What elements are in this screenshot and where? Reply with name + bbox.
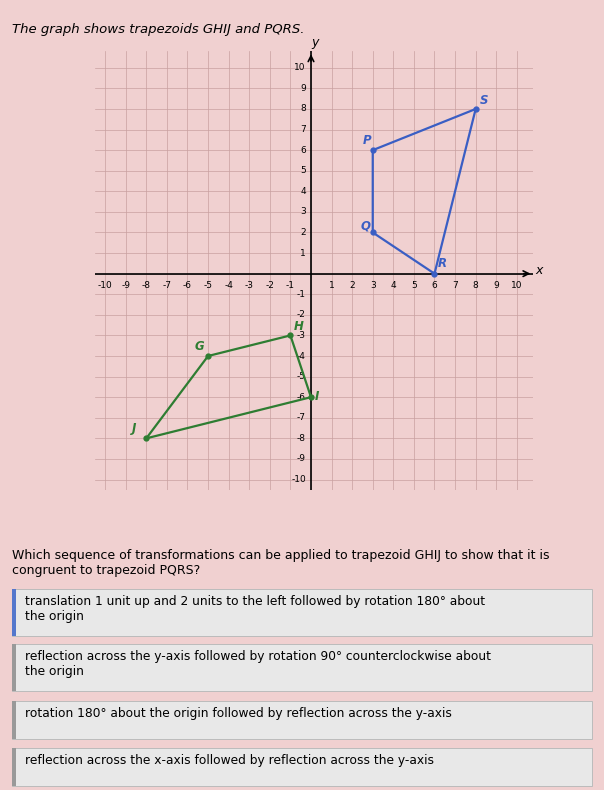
Text: 2: 2 <box>300 228 306 237</box>
Text: -2: -2 <box>297 310 306 319</box>
Text: 3: 3 <box>300 208 306 216</box>
Text: -4: -4 <box>297 352 306 360</box>
Text: 5: 5 <box>411 281 417 290</box>
Text: rotation 180° about the origin followed by reflection across the y-axis: rotation 180° about the origin followed … <box>25 707 452 720</box>
Text: S: S <box>480 94 488 107</box>
Text: x: x <box>535 264 543 277</box>
Text: 7: 7 <box>452 281 458 290</box>
Text: 10: 10 <box>511 281 522 290</box>
Text: -10: -10 <box>98 281 112 290</box>
Text: H: H <box>294 320 303 333</box>
Text: Which sequence of transformations can be applied to trapezoid GHIJ to show that : Which sequence of transformations can be… <box>12 549 550 577</box>
Text: -1: -1 <box>297 290 306 299</box>
Text: reflection across the y-axis followed by rotation 90° counterclockwise about
the: reflection across the y-axis followed by… <box>25 650 492 678</box>
Text: 9: 9 <box>493 281 499 290</box>
Text: 1: 1 <box>300 249 306 258</box>
Text: 4: 4 <box>391 281 396 290</box>
Text: 8: 8 <box>473 281 478 290</box>
Text: I: I <box>315 390 320 403</box>
Text: 6: 6 <box>432 281 437 290</box>
Text: G: G <box>194 340 204 353</box>
Text: -9: -9 <box>121 281 130 290</box>
Text: -6: -6 <box>183 281 192 290</box>
Text: 7: 7 <box>300 125 306 134</box>
Text: reflection across the x-axis followed by reflection across the y-axis: reflection across the x-axis followed by… <box>25 754 434 767</box>
Text: P: P <box>362 134 371 147</box>
Text: y: y <box>312 36 319 49</box>
Text: 8: 8 <box>300 104 306 114</box>
Text: -5: -5 <box>204 281 213 290</box>
Text: -7: -7 <box>162 281 172 290</box>
Text: 2: 2 <box>349 281 355 290</box>
Text: R: R <box>437 258 446 270</box>
Text: -4: -4 <box>224 281 233 290</box>
Text: -5: -5 <box>297 372 306 381</box>
Text: 1: 1 <box>329 281 335 290</box>
Text: -3: -3 <box>297 331 306 340</box>
Text: 9: 9 <box>300 84 306 93</box>
Text: 6: 6 <box>300 145 306 155</box>
Text: -6: -6 <box>297 393 306 401</box>
Text: -1: -1 <box>286 281 295 290</box>
Text: -10: -10 <box>291 475 306 484</box>
Text: -3: -3 <box>245 281 254 290</box>
Text: -8: -8 <box>142 281 151 290</box>
Text: J: J <box>132 422 137 435</box>
Text: -8: -8 <box>297 434 306 443</box>
Text: Q: Q <box>361 220 370 232</box>
Text: 3: 3 <box>370 281 376 290</box>
Text: The graph shows trapezoids GHIJ and PQRS.: The graph shows trapezoids GHIJ and PQRS… <box>12 23 304 36</box>
Text: 5: 5 <box>300 166 306 175</box>
Text: translation 1 unit up and 2 units to the left followed by rotation 180° about
th: translation 1 unit up and 2 units to the… <box>25 595 486 623</box>
Text: -7: -7 <box>297 413 306 422</box>
Text: -2: -2 <box>265 281 274 290</box>
Text: 10: 10 <box>294 63 306 73</box>
Text: -9: -9 <box>297 454 306 464</box>
Text: 4: 4 <box>300 186 306 196</box>
